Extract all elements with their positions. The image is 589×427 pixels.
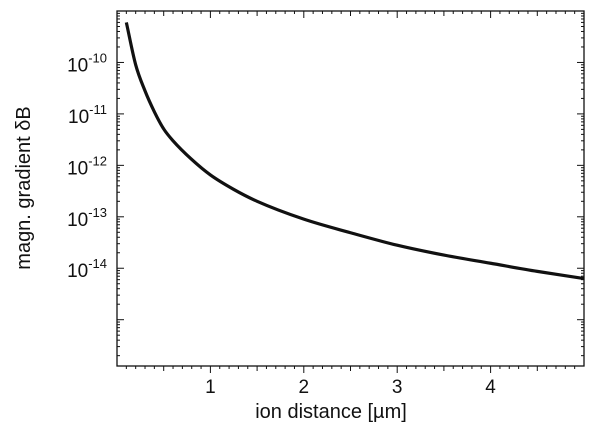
x-tick-label: 1 bbox=[205, 377, 216, 398]
plot-frame bbox=[116, 10, 585, 367]
x-tick-label: 4 bbox=[485, 377, 496, 398]
y-tick-label: 10-13 bbox=[67, 205, 107, 231]
y-axis-label: magn. gradient δB bbox=[13, 106, 35, 269]
series-group bbox=[124, 22, 585, 281]
y-tick-label: 10-10 bbox=[67, 50, 107, 76]
x-axis-label: ion distance [µm] bbox=[255, 401, 407, 423]
series-line bbox=[124, 22, 585, 281]
y-tick-label: 10-11 bbox=[68, 102, 107, 128]
x-tick-label: 3 bbox=[392, 377, 403, 398]
x-tick-label: 2 bbox=[299, 377, 310, 398]
y-tick-label: 10-12 bbox=[67, 153, 107, 179]
y-axis-ticks: 10-10 10-11 10-12 10-13 10-14 bbox=[67, 10, 584, 357]
x-axis-ticks: 1 2 3 4 bbox=[125, 11, 576, 398]
y-tick-label: 10-14 bbox=[67, 256, 107, 282]
